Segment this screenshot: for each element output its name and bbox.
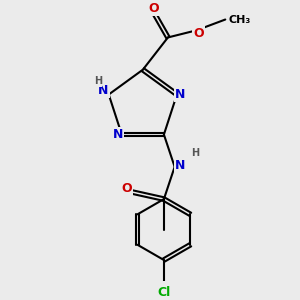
Text: O: O (193, 27, 204, 40)
Text: N: N (175, 158, 185, 172)
Text: N: N (98, 84, 109, 98)
Text: CH₃: CH₃ (229, 14, 251, 25)
Text: Cl: Cl (157, 286, 170, 299)
Text: O: O (121, 182, 132, 195)
Text: H: H (191, 148, 199, 158)
Text: N: N (175, 88, 186, 101)
Text: N: N (113, 128, 123, 141)
Text: O: O (148, 2, 159, 15)
Text: H: H (94, 76, 102, 86)
